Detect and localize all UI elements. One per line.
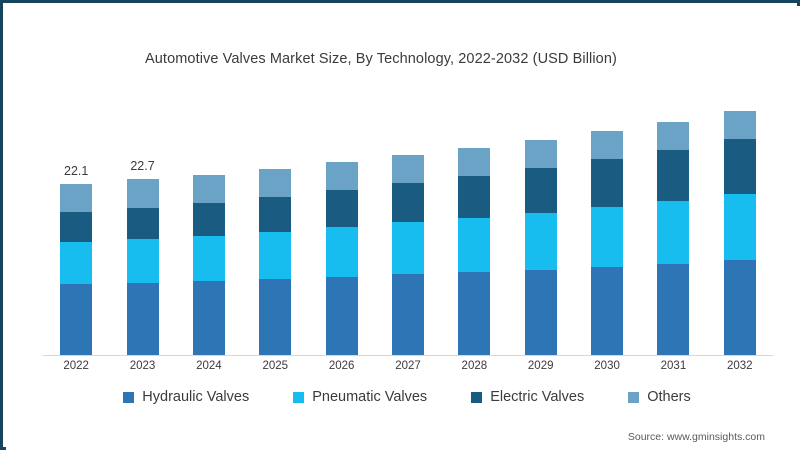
stacked-bar (657, 121, 690, 355)
bar-group (574, 107, 640, 355)
bar-segment (60, 212, 93, 242)
bar-segment (325, 162, 358, 190)
stacked-bar (192, 175, 225, 355)
bar-segment (325, 227, 358, 277)
bar-segment (458, 272, 491, 355)
bar-segment (126, 207, 159, 239)
bar-segment (723, 110, 756, 139)
bar-group (640, 107, 706, 355)
bar-segment (657, 263, 690, 355)
bar-segment (458, 175, 491, 218)
bar-group (176, 107, 242, 355)
bar-segment (259, 231, 292, 280)
bar-value-label: 22.1 (64, 163, 89, 178)
bar-segment (723, 138, 756, 194)
bar-group (308, 107, 374, 355)
x-axis-tick-2031: 2031 (660, 360, 687, 372)
bar-segment (458, 217, 491, 273)
chart-legend: Hydraulic Valves Pneumatic Valves Electric… (7, 389, 800, 405)
bar-segment (126, 238, 159, 283)
bar-segment (259, 169, 292, 197)
bar-group (707, 107, 773, 355)
x-axis-tick-2030: 2030 (594, 360, 620, 372)
x-axis-tick-2032: 2032 (727, 360, 753, 372)
stacked-bar (126, 179, 159, 355)
bar-group (375, 107, 441, 355)
stacked-bar (325, 162, 358, 355)
bar-segment (259, 196, 292, 232)
stacked-bar (60, 183, 93, 355)
bar-segment (126, 179, 159, 208)
bar-segment (524, 213, 557, 270)
bar-segment (591, 266, 624, 355)
bar-group (508, 107, 574, 355)
bar-group (441, 107, 507, 355)
x-axis-tick-2028: 2028 (461, 360, 488, 372)
bar-segment (391, 155, 424, 183)
bar-segment (591, 131, 624, 159)
bar-segment (591, 158, 624, 207)
bar-value-label: 22.7 (130, 159, 155, 174)
source-note: Source: www.gminsights.com (627, 431, 765, 443)
bar-segment (524, 269, 557, 355)
bar-segment (524, 168, 557, 214)
bar-group (242, 107, 308, 355)
x-axis-tick-2026: 2026 (328, 360, 355, 372)
bar-segment (391, 274, 424, 355)
bar-segment (126, 282, 159, 355)
bar-group: 22.1 (43, 107, 109, 355)
x-axis-tick-2022: 2022 (63, 360, 89, 372)
bar-segment (60, 183, 93, 213)
stacked-bar (259, 169, 292, 355)
stacked-bar (723, 110, 756, 355)
bar-segment (657, 121, 690, 150)
bar-segment (524, 140, 557, 169)
legend-swatch-icon (471, 391, 483, 403)
legend-item-pneumatic-valves[interactable]: Pneumatic Valves (293, 389, 427, 405)
bar-segment (192, 235, 225, 282)
x-axis-tick-2023: 2023 (129, 360, 156, 372)
bar-segment (325, 276, 358, 355)
bar-segment (657, 149, 690, 201)
legend-item-electric-valves[interactable]: Electric Valves (471, 389, 584, 405)
x-axis-labels: 2022 2023 2024 2025 2026 2027 2028 2029 2030 2031… (43, 360, 773, 380)
bar-segment (192, 175, 225, 204)
legend-swatch-icon (628, 391, 640, 403)
x-axis-line (43, 355, 773, 356)
bar-segment (391, 222, 424, 275)
bar-segment (259, 279, 292, 355)
stacked-bar (591, 131, 624, 355)
stacked-bar (458, 148, 491, 355)
bar-segment (723, 193, 756, 261)
legend-swatch-icon (293, 391, 305, 403)
bar-segment (192, 281, 225, 355)
bar-segment (458, 148, 491, 176)
chart-title: Automotive Valves Market Size, By Techno… (145, 51, 617, 67)
x-axis-tick-2025: 2025 (262, 360, 289, 372)
legend-label: Electric Valves (490, 389, 585, 405)
bar-segment (391, 182, 424, 223)
bar-segment (591, 206, 624, 267)
legend-label: Pneumatic Valves (312, 389, 428, 405)
x-axis-tick-2029: 2029 (527, 360, 554, 372)
stacked-bar (524, 140, 557, 355)
x-axis-tick-2024: 2024 (196, 360, 222, 372)
bar-group: 22.7 (109, 107, 175, 355)
stacked-bar (391, 155, 424, 355)
legend-item-hydraulic-valves[interactable]: Hydraulic Valves (123, 389, 249, 405)
bar-segment (192, 203, 225, 236)
legend-swatch-icon (123, 391, 135, 403)
bar-segment (723, 260, 756, 355)
bar-segment (60, 241, 93, 285)
legend-label: Others (647, 389, 691, 405)
plot-area: 22.1 22.7 (43, 107, 773, 355)
chart-canvas: Automotive Valves Market Size, By Techno… (6, 6, 800, 450)
legend-item-others[interactable]: Others (628, 389, 691, 405)
bar-segment (60, 284, 93, 355)
bar-segment (325, 189, 358, 228)
bar-segment (657, 200, 690, 264)
legend-label: Hydraulic Valves (142, 389, 250, 405)
x-axis-tick-2027: 2027 (395, 360, 421, 372)
